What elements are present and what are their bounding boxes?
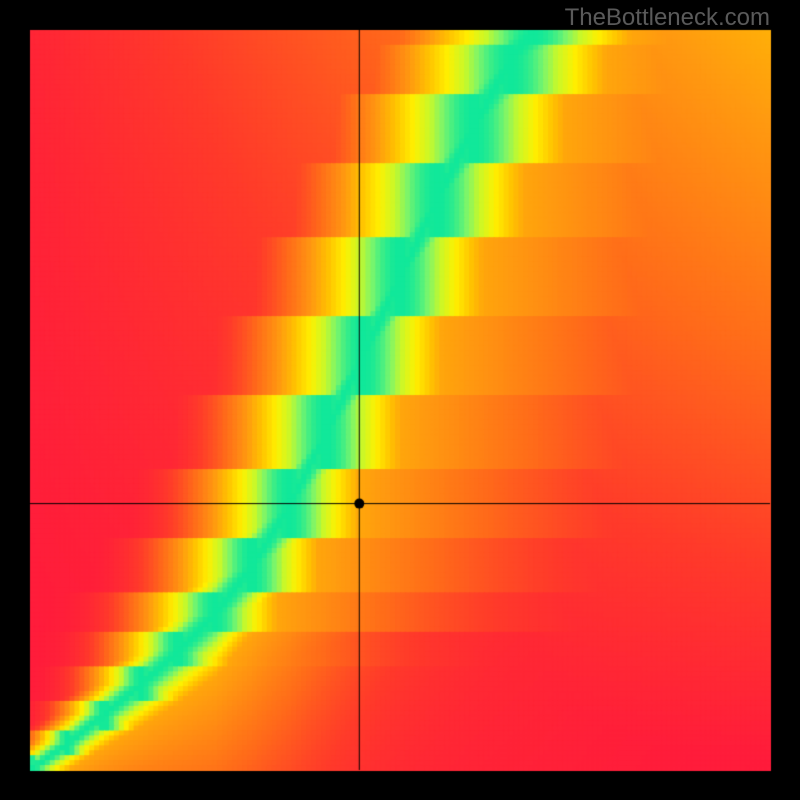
bottleneck-heatmap: [0, 0, 800, 800]
chart-container: { "chart": { "type": "heatmap", "canvas"…: [0, 0, 800, 800]
watermark-text: TheBottleneck.com: [565, 4, 770, 32]
